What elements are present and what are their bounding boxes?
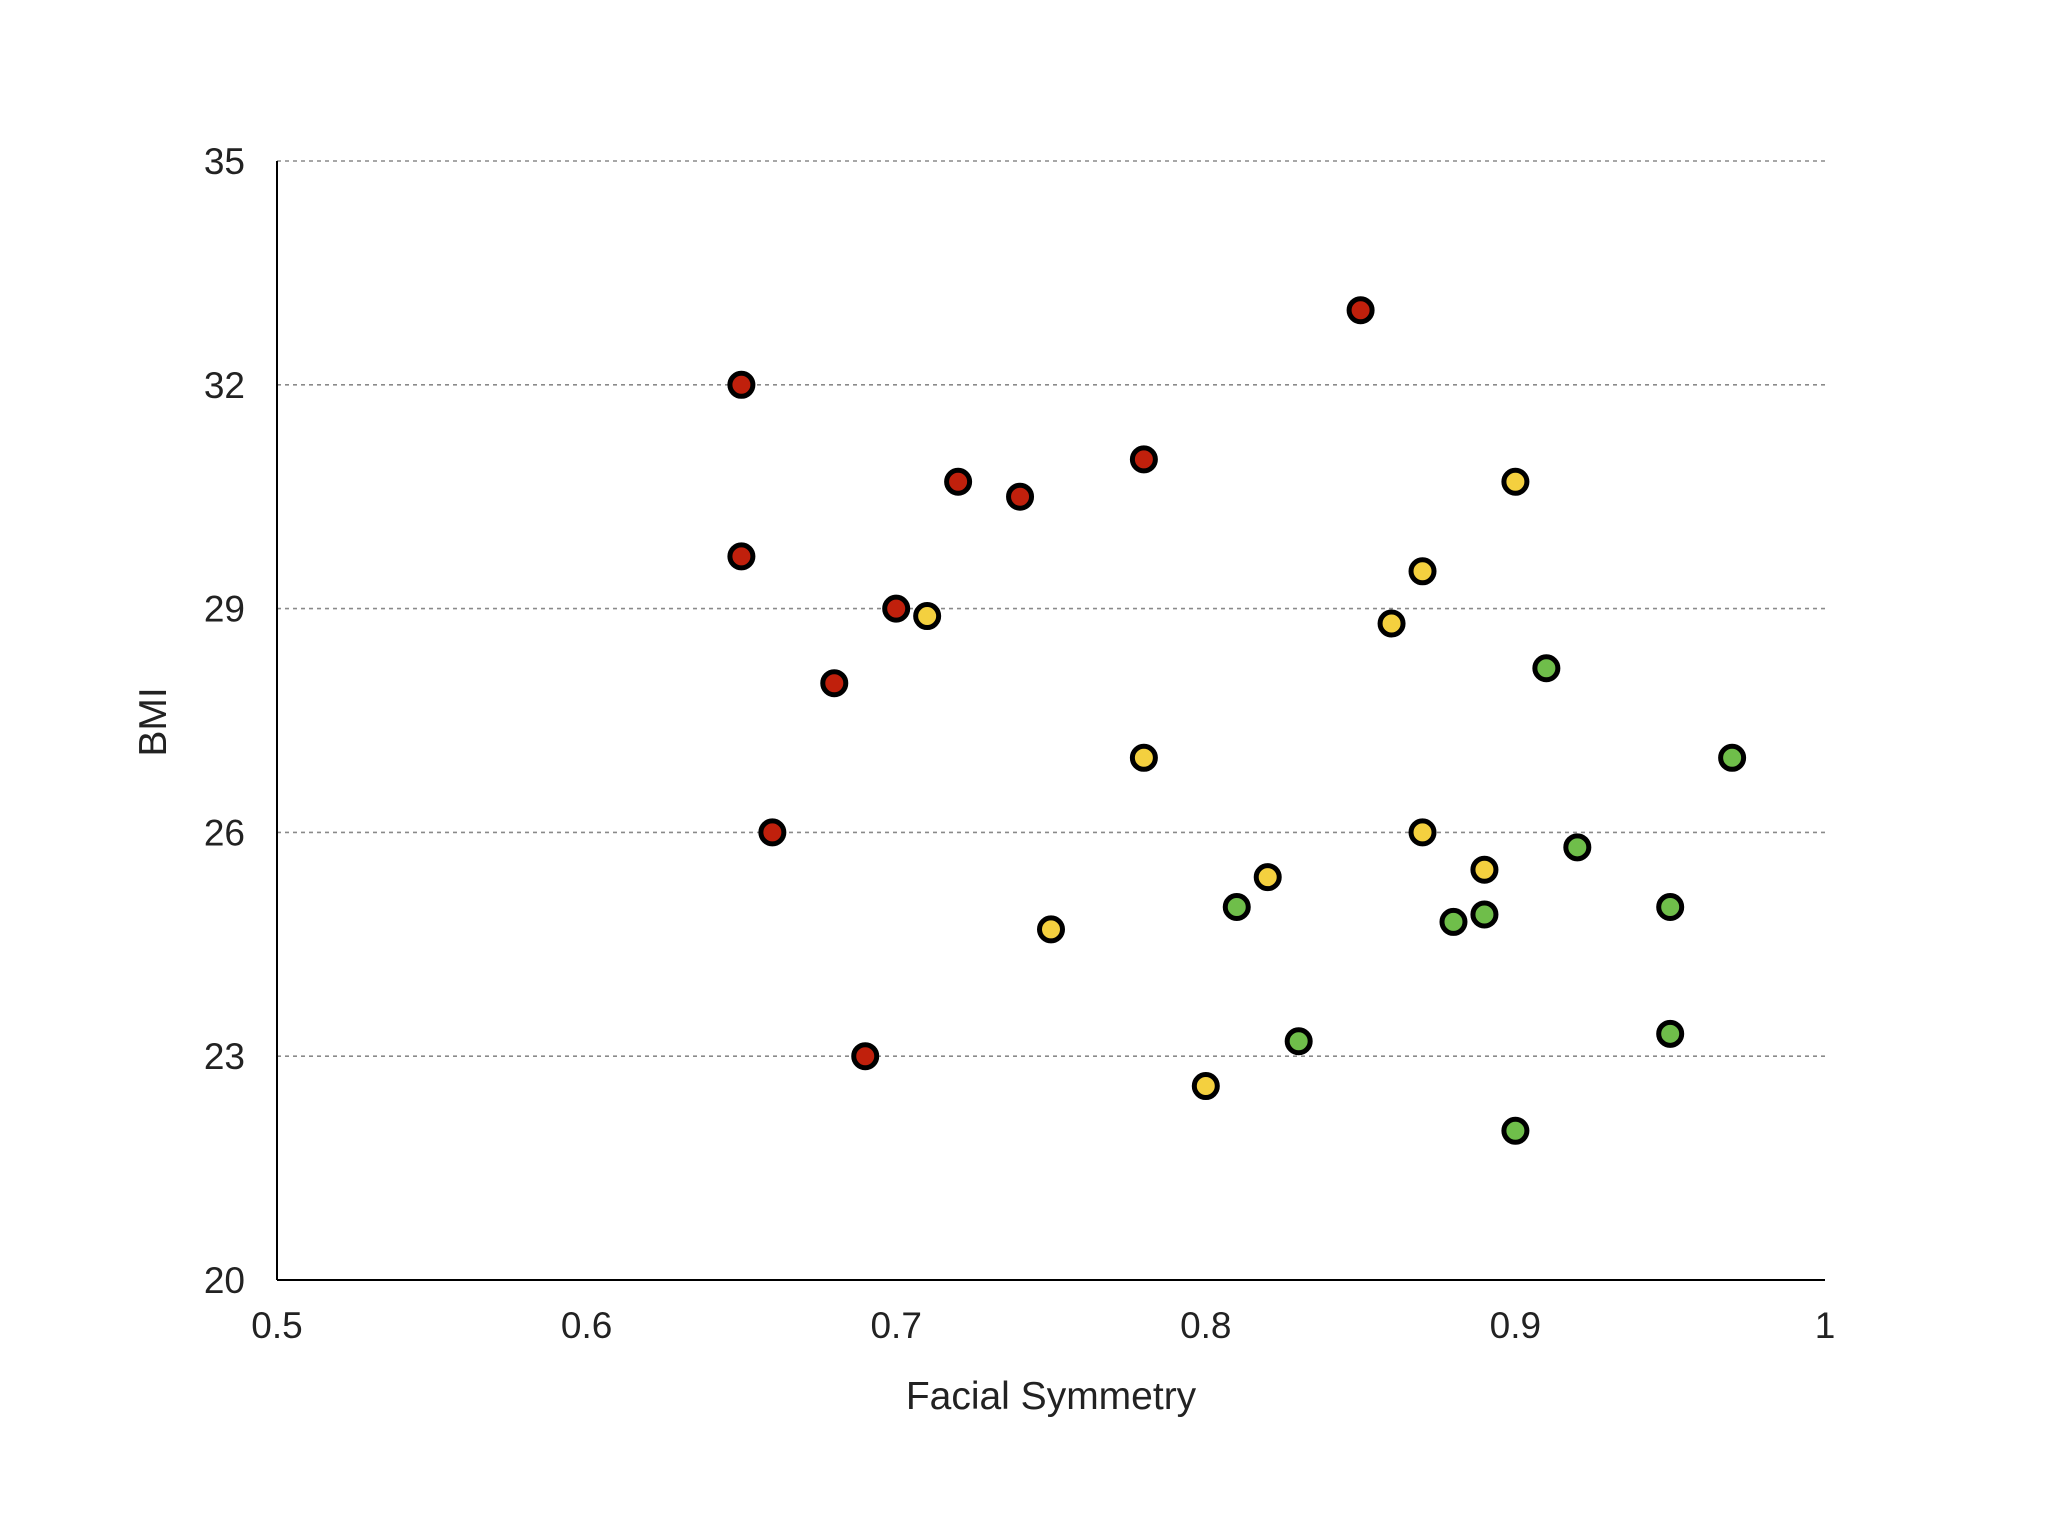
data-point xyxy=(1501,467,1530,496)
data-point xyxy=(1129,445,1158,474)
data-point xyxy=(727,370,756,399)
y-tick-label: 32 xyxy=(204,365,245,406)
data-point xyxy=(758,818,787,847)
x-tick-label: 0.6 xyxy=(561,1305,612,1346)
data-point xyxy=(882,594,911,623)
data-point xyxy=(1563,833,1592,862)
y-tick-label: 20 xyxy=(204,1260,245,1301)
y-tick-label: 23 xyxy=(204,1036,245,1077)
data-points xyxy=(727,296,1747,1145)
data-point xyxy=(1284,1027,1313,1056)
x-tick-labels: 0.5 0.6 0.7 0.8 0.9 1 xyxy=(251,1305,1835,1346)
data-point xyxy=(1253,863,1282,892)
data-point xyxy=(1656,893,1685,921)
data-point xyxy=(1439,907,1468,936)
data-point xyxy=(1037,915,1065,944)
y-tick-label: 26 xyxy=(204,812,245,853)
data-point xyxy=(1408,818,1437,847)
data-point xyxy=(1532,654,1561,683)
data-point xyxy=(1222,893,1251,921)
data-point xyxy=(1408,557,1437,586)
data-point xyxy=(1718,743,1747,772)
data-point xyxy=(1346,296,1375,325)
y-axis-title: BMI xyxy=(132,687,175,756)
x-tick-label: 0.9 xyxy=(1490,1305,1541,1346)
axes xyxy=(275,161,1825,1282)
data-point xyxy=(944,467,973,496)
x-axis-title: Facial Symmetry xyxy=(906,1375,1197,1418)
x-tick-label: 0.7 xyxy=(870,1305,921,1346)
data-point xyxy=(1006,482,1035,511)
data-point xyxy=(1377,609,1406,638)
y-tick-labels: 20 23 26 29 32 35 xyxy=(204,141,245,1301)
data-point xyxy=(820,669,849,698)
data-point xyxy=(1656,1019,1685,1048)
data-point xyxy=(1470,855,1499,884)
data-point xyxy=(1470,900,1499,929)
y-tick-label: 35 xyxy=(204,141,245,182)
data-point xyxy=(1501,1116,1530,1145)
y-tick-label: 29 xyxy=(204,589,245,630)
data-point xyxy=(727,542,756,571)
x-tick-label: 0.8 xyxy=(1180,1305,1231,1346)
gridlines xyxy=(277,160,1825,1057)
data-point xyxy=(851,1042,880,1071)
data-point xyxy=(913,602,942,631)
x-tick-label: 1 xyxy=(1815,1305,1836,1346)
data-point xyxy=(1191,1072,1220,1101)
data-point xyxy=(1129,743,1158,772)
x-tick-label: 0.5 xyxy=(251,1305,302,1346)
